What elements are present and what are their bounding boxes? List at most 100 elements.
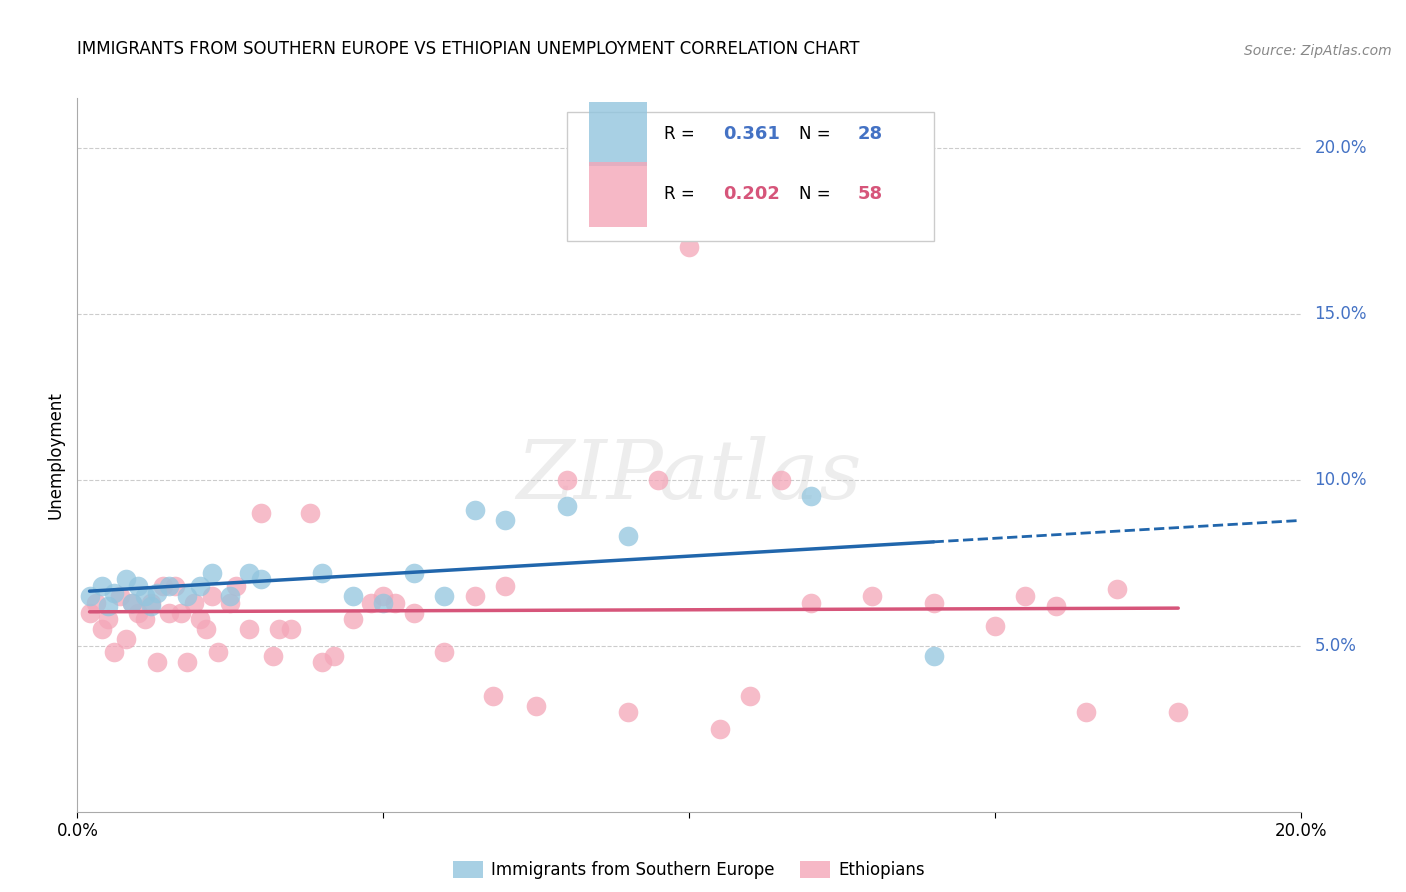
Point [188,579,211,593]
Point [121,596,143,610]
Point [555,473,578,487]
Point [384,596,406,610]
Point [201,589,224,603]
FancyBboxPatch shape [567,112,934,241]
Point [152,579,174,593]
Point [769,473,792,487]
Point [201,566,224,580]
FancyBboxPatch shape [589,102,647,166]
Point [922,596,945,610]
Point [984,619,1007,633]
Text: 20.0%: 20.0% [1315,139,1367,157]
Point [862,589,884,603]
Point [90,622,112,636]
FancyBboxPatch shape [589,162,647,227]
Point [433,589,456,603]
Point [90,579,112,593]
Text: 0.202: 0.202 [723,186,780,203]
Point [108,589,131,603]
Point [464,589,486,603]
Point [250,506,273,520]
Point [97,599,120,613]
Point [1107,582,1129,597]
Point [1045,599,1067,613]
Point [269,622,291,636]
Point [342,612,364,626]
Point [311,566,333,580]
Point [146,585,169,599]
Point [617,529,640,543]
Point [176,589,198,603]
Point [238,622,260,636]
Point [1076,705,1098,719]
Point [103,645,125,659]
Point [371,596,394,610]
Text: 58: 58 [858,186,883,203]
Point [157,579,180,593]
Text: R =: R = [665,125,700,143]
Point [170,606,193,620]
Point [262,648,284,663]
Point [524,698,547,713]
Text: 5.0%: 5.0% [1315,637,1357,655]
Point [103,585,125,599]
Point [115,573,138,587]
Point [157,606,180,620]
Point [207,645,229,659]
Point [740,689,762,703]
Point [238,566,260,580]
Point [183,596,205,610]
Point [225,579,247,593]
Text: 15.0%: 15.0% [1315,305,1367,323]
Point [219,589,242,603]
Y-axis label: Unemployment: Unemployment [46,391,65,519]
Point [84,596,107,610]
Point [647,473,669,487]
Point [188,612,211,626]
Point [146,656,169,670]
Text: IMMIGRANTS FROM SOUTHERN EUROPE VS ETHIOPIAN UNEMPLOYMENT CORRELATION CHART: IMMIGRANTS FROM SOUTHERN EUROPE VS ETHIO… [77,40,860,58]
Point [342,589,364,603]
Point [127,606,149,620]
Point [402,566,425,580]
Point [371,589,394,603]
Point [219,596,242,610]
Point [922,648,945,663]
Point [433,645,456,659]
Point [194,622,217,636]
Point [121,596,143,610]
Point [79,589,101,603]
Point [1014,589,1036,603]
Point [97,612,120,626]
Point [298,506,321,520]
Point [134,612,156,626]
Point [311,656,333,670]
Point [1167,705,1189,719]
Text: 28: 28 [858,125,883,143]
Text: 10.0%: 10.0% [1315,471,1367,489]
Text: N =: N = [799,125,837,143]
Point [482,689,505,703]
Point [139,596,162,610]
Point [402,606,425,620]
Text: 0.361: 0.361 [723,125,780,143]
Text: Source: ZipAtlas.com: Source: ZipAtlas.com [1244,44,1392,58]
Point [800,490,823,504]
Point [360,596,382,610]
Point [176,656,198,670]
Point [115,632,138,647]
Point [79,606,101,620]
Point [709,722,731,736]
Point [800,596,823,610]
Point [678,240,700,254]
Text: R =: R = [665,186,700,203]
Point [495,513,517,527]
Point [127,579,149,593]
Text: N =: N = [799,186,837,203]
Point [495,579,517,593]
Point [134,589,156,603]
Point [323,648,346,663]
Point [280,622,302,636]
Point [555,500,578,514]
Point [250,573,273,587]
